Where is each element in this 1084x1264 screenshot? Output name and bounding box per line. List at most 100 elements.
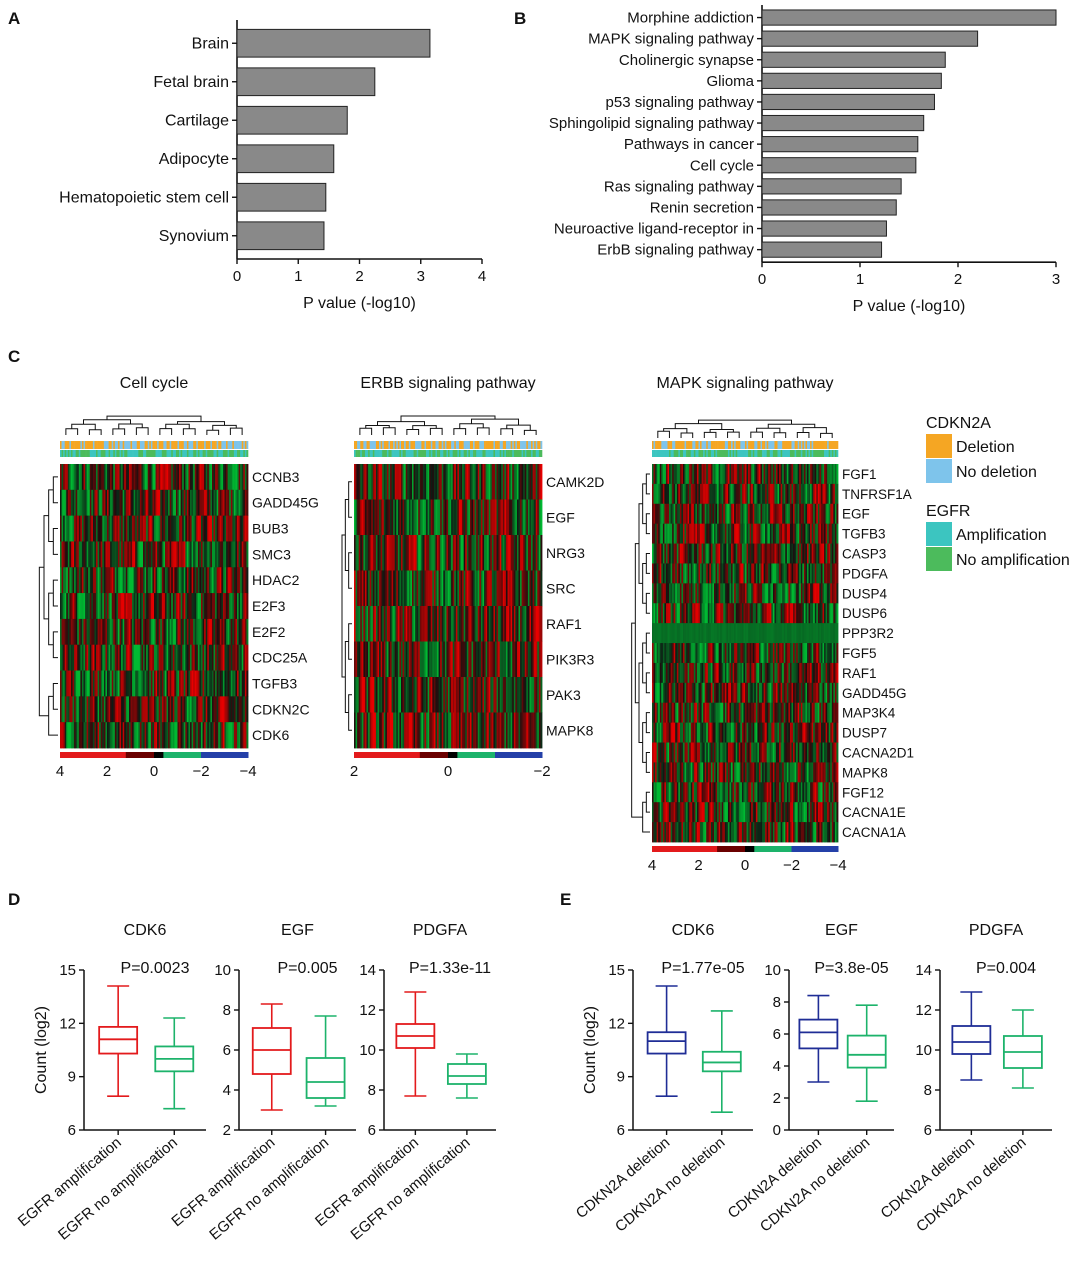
heatmap-cell (204, 515, 207, 542)
heatmap-cell (695, 662, 698, 684)
heatmap-cell (174, 722, 177, 749)
heatmap-cell (507, 464, 510, 500)
bar-brain (236, 28, 431, 58)
heatmap-cell (512, 499, 515, 536)
heatmap-cell (748, 583, 751, 604)
heatmap-cell (652, 603, 654, 624)
heatmap-cell (723, 503, 726, 525)
cdkn2a-annotation-cell (785, 441, 788, 449)
heatmap-cell (805, 464, 808, 485)
heatmap-cell (796, 543, 799, 564)
heatmap-cell (811, 662, 814, 684)
heatmap-cell (669, 583, 671, 604)
heatmap-cell (712, 662, 715, 684)
heatmap-cell (99, 515, 102, 542)
heatmap-cell (375, 570, 378, 607)
heatmap-cell (127, 696, 130, 723)
heatmap-cell (527, 535, 530, 571)
heatmap-cell (240, 489, 243, 517)
heatmap-cell (402, 712, 405, 749)
heatmap-cell (446, 570, 449, 607)
heatmap-cell (652, 742, 654, 763)
cdkn2a-annotation-cell (397, 441, 400, 449)
heatmap-cell (693, 702, 696, 724)
cdkn2a-annotation-cell (799, 441, 802, 449)
heatmap-cell (703, 483, 706, 505)
heatmap-cell (182, 670, 185, 697)
heatmap-cell (811, 503, 814, 525)
heatmap-cell (462, 499, 465, 536)
heatmap-cell (397, 464, 400, 500)
egfr-annotation-cell (410, 450, 413, 457)
heatmap-cell (211, 696, 214, 723)
heatmap-cell (749, 722, 752, 743)
cdkn2a-annotation-cell (667, 441, 670, 449)
heatmap-cell (672, 662, 675, 684)
heatmap-cell (768, 742, 771, 763)
egfr-annotation-cell (534, 450, 537, 457)
heatmap-cell (796, 643, 799, 664)
heatmap-cell (678, 483, 681, 505)
heatmap-cell (706, 623, 709, 644)
cdkn2a-annotation-cell (783, 441, 786, 449)
heatmap-cell (490, 712, 493, 749)
heatmap-cell (61, 489, 64, 517)
heatmap-cell (796, 464, 799, 485)
heatmap-cell (754, 523, 757, 544)
heatmap-cell (779, 742, 782, 763)
heatmap-cell (147, 567, 150, 594)
heatmap-cell (394, 712, 397, 749)
heatmap-cell (493, 641, 496, 678)
egfr-annotation-cell (125, 450, 128, 457)
heatmap-cell (802, 483, 805, 505)
heatmap-cell (410, 570, 413, 607)
heatmap-cell (227, 722, 230, 749)
heatmap-cell (788, 623, 791, 644)
heatmap-cell (372, 641, 375, 678)
heatmap-cell (78, 644, 81, 671)
heatmap-cell (830, 603, 833, 624)
heatmap-cell (374, 641, 377, 678)
heatmap-cell (355, 677, 358, 713)
heatmap-cell (701, 603, 704, 624)
heatmap-cell (100, 593, 103, 620)
heatmap-cell (197, 541, 200, 568)
cdkn2a-annotation-cell (122, 441, 125, 449)
heatmap-cell (377, 570, 380, 607)
heatmap-cell (836, 682, 839, 704)
heatmap-cell (796, 503, 799, 525)
heatmap-cell (390, 499, 392, 536)
heatmap-cell (226, 515, 229, 542)
row-label-tgfb3: TGFB3 (842, 527, 886, 542)
heatmap-cell (117, 541, 120, 568)
cdkn2a-annotation-cell (720, 441, 723, 449)
heatmap-cell (354, 712, 356, 749)
heatmap-cell (766, 503, 769, 525)
heatmap-cell (490, 464, 493, 500)
heatmap-cell (155, 515, 158, 542)
heatmap-cell (136, 696, 139, 723)
heatmap-cell (693, 464, 696, 485)
heatmap-cell (372, 712, 375, 749)
heatmap-cell (70, 567, 73, 594)
heatmap-cell (836, 623, 839, 644)
heatmap-cell (529, 606, 532, 642)
heatmap-cell (779, 623, 782, 644)
heatmap-cell (78, 541, 81, 568)
cdkn2a-annotation-cell (653, 441, 656, 449)
heatmap-cell (360, 677, 363, 713)
heatmap-cell (720, 623, 723, 644)
heatmap-cell (810, 503, 813, 525)
heatmap-cell (233, 696, 236, 723)
heatmap-cell (64, 696, 67, 723)
heatmap-cell (379, 677, 382, 713)
heatmap-cell (107, 593, 109, 620)
heatmap-cell (687, 623, 690, 644)
egfr-annotation-cell (440, 450, 443, 457)
heatmap-cell (689, 523, 692, 544)
heatmap-cell (703, 543, 706, 564)
dendrogram-branch (48, 695, 58, 736)
heatmap-cell (460, 535, 463, 571)
heatmap-cell (171, 644, 174, 671)
heatmap-cell (157, 567, 160, 594)
